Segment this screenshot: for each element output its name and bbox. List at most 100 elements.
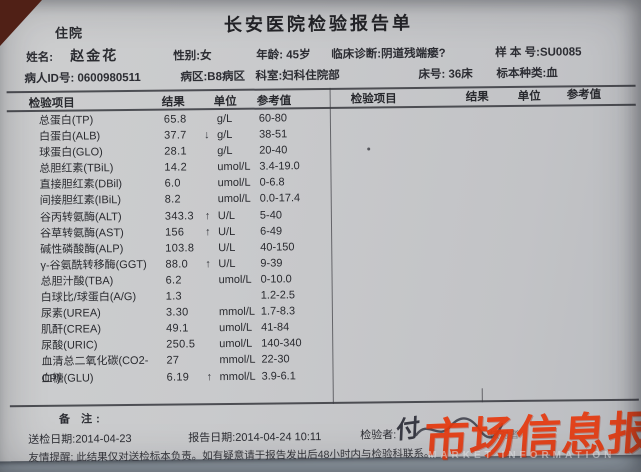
reference-range: 20-40 [259, 144, 288, 157]
reference-range: 38-51 [258, 128, 288, 141]
report-date: 报告日期:2014-04-24 10:11 [188, 431, 322, 445]
test-result-value: 3.30 [165, 306, 189, 319]
test-item-name: 总蛋白(TP) [38, 114, 94, 127]
test-result-value: 49.1 [166, 322, 189, 335]
abnormal-flag-icon [206, 336, 219, 352]
abnormal-flag-icon: ↑ [206, 370, 213, 383]
ward: 病区:B8病区 [180, 70, 246, 84]
test-unit [219, 288, 261, 305]
test-item-name: 碱性磷酸酶(ALP) [40, 242, 124, 256]
test-result-value: 1.3 [165, 290, 183, 303]
report-title: 长安医院检验报告单 [223, 13, 413, 36]
test-unit: umol/L [217, 161, 251, 174]
test-result-value: 28.1 [164, 145, 187, 158]
abnormal-flag-icon [204, 143, 217, 159]
paper-speck [367, 147, 371, 151]
test-item-name: 直接胆红素(DBil) [39, 178, 123, 192]
test-unit: g/L [217, 145, 233, 158]
col-header-item-left: 检验项目 [28, 97, 75, 111]
test-unit: mmol/L [218, 305, 256, 319]
examiner-label: 检验者: [360, 429, 397, 442]
test-item-name: 尿酸(URIC) [41, 339, 98, 353]
test-result-value: 8.2 [164, 193, 181, 207]
reference-range: 60-80 [258, 112, 288, 125]
col-header-unit-right: 单位 [517, 90, 541, 103]
abnormal-flag-icon [204, 175, 217, 191]
abnormal-flag-icon [206, 304, 219, 320]
test-result-value: 6.19 [166, 370, 190, 384]
test-result-value: 156 [165, 226, 185, 239]
abnormal-flag-icon: ↑ [204, 209, 211, 222]
test-item-name: 白球比/球蛋白(A/G) [40, 290, 137, 304]
friendly-notice: 友情提醒: 此结果仅对送检标本负责。如有疑意请于报告发出后48小时内与检验科联系… [28, 447, 435, 465]
reference-range: 9-39 [260, 257, 283, 270]
test-result-value: 250.5 [166, 338, 196, 351]
photo-background-corner [0, 0, 42, 46]
test-result-value: 14.2 [164, 161, 188, 174]
abnormal-flag-icon: ↓ [203, 129, 210, 142]
reference-range: 0-10.0 [260, 273, 292, 286]
abnormal-flag-icon [204, 111, 217, 127]
col-header-result-left: 结果 [161, 96, 185, 109]
abnormal-flag-icon [204, 159, 217, 175]
test-result-value: 88.0 [165, 258, 189, 271]
patient-name-value: 赵金花 [70, 47, 119, 64]
test-result-value: 37.7 [163, 129, 187, 142]
remark-label: 备 注: [58, 413, 104, 426]
reference-range: 40-150 [260, 241, 295, 254]
patient-sex: 性别:女 [173, 50, 212, 63]
test-unit: U/L [218, 241, 236, 254]
test-item-name: 总胆汁酸(TBA) [40, 275, 114, 288]
test-unit: g/L [216, 129, 233, 142]
test-unit: U/L [218, 225, 236, 238]
table-top-line [6, 84, 636, 94]
patient-id: 病人ID号: 0600980511 [24, 71, 141, 86]
test-unit: umol/L [218, 273, 252, 287]
specimen-type: 标本种类:血 [496, 67, 558, 81]
col-header-ref-right: 参考值 [566, 89, 602, 102]
reference-range: 0-6.8 [259, 176, 285, 190]
test-unit: U/L [217, 209, 236, 222]
patient-name-label: 姓名: [26, 51, 54, 65]
table-row: 血糖(GLU) 6.19 ↑ mmol/L 3.9-6.1 [42, 367, 332, 386]
test-unit: umol/L [217, 193, 251, 206]
test-item-name: 谷丙转氨酶(ALT) [39, 210, 122, 224]
bed-number: 床号: 36床 [418, 68, 473, 81]
test-item-name: γ-谷氨酰转移酶(GGT) [40, 258, 147, 272]
test-result-value: 343.3 [164, 209, 194, 223]
test-item-name: 间接胆红素(IBiL) [39, 194, 122, 208]
abnormal-flag-icon [205, 272, 218, 288]
reference-range: 1.7-8.3 [260, 305, 296, 318]
reference-range: 3.4-19.0 [259, 160, 300, 173]
abnormal-flag-icon: ↑ [205, 257, 211, 271]
reference-range: 41-84 [261, 321, 290, 334]
col-header-ref-left: 参考值 [256, 95, 292, 108]
col-header-unit-left: 单位 [213, 95, 237, 109]
test-result-value: 65.8 [163, 113, 187, 126]
send-date: 送检日期:2014-04-23 [28, 432, 132, 447]
test-unit: mmol/L [219, 370, 256, 383]
test-item-name: 球蛋白(GLO) [39, 146, 103, 160]
sample-number: 样 本 号:SU0085 [495, 46, 582, 60]
col-header-item-right: 检验项目 [350, 93, 397, 106]
test-unit: umol/L [219, 338, 253, 351]
abnormal-flag-icon: ↑ [205, 225, 211, 238]
patient-age: 年龄: 45岁 [256, 49, 311, 62]
test-result-value: 6.0 [164, 177, 181, 191]
newspaper-watermark-english: MARKET INFORMATION [428, 450, 616, 461]
test-result-value: 6.2 [165, 274, 182, 287]
col-header-result-right: 结果 [465, 91, 489, 104]
reference-range: 3.9-6.1 [261, 369, 296, 383]
abnormal-flag-icon [206, 320, 219, 336]
results-table-left: 总蛋白(TP) 65.8 g/L 60-80 白蛋白(ALB) 37.7 ↓ g… [39, 110, 332, 387]
abnormal-flag-icon [205, 240, 218, 256]
department: 科室:妇科住院部 [255, 69, 340, 83]
test-item-name: 肌酐(CREA) [41, 323, 102, 337]
test-item-name: 谷草转氨酶(AST) [40, 226, 124, 240]
table-right-divider-stub [481, 388, 483, 403]
clinical-diagnosis: 临床诊断:阴道残端瘘? [331, 47, 446, 61]
reference-range: 0.0-17.4 [259, 192, 301, 206]
test-item-name: 尿素(UREA) [40, 307, 101, 321]
